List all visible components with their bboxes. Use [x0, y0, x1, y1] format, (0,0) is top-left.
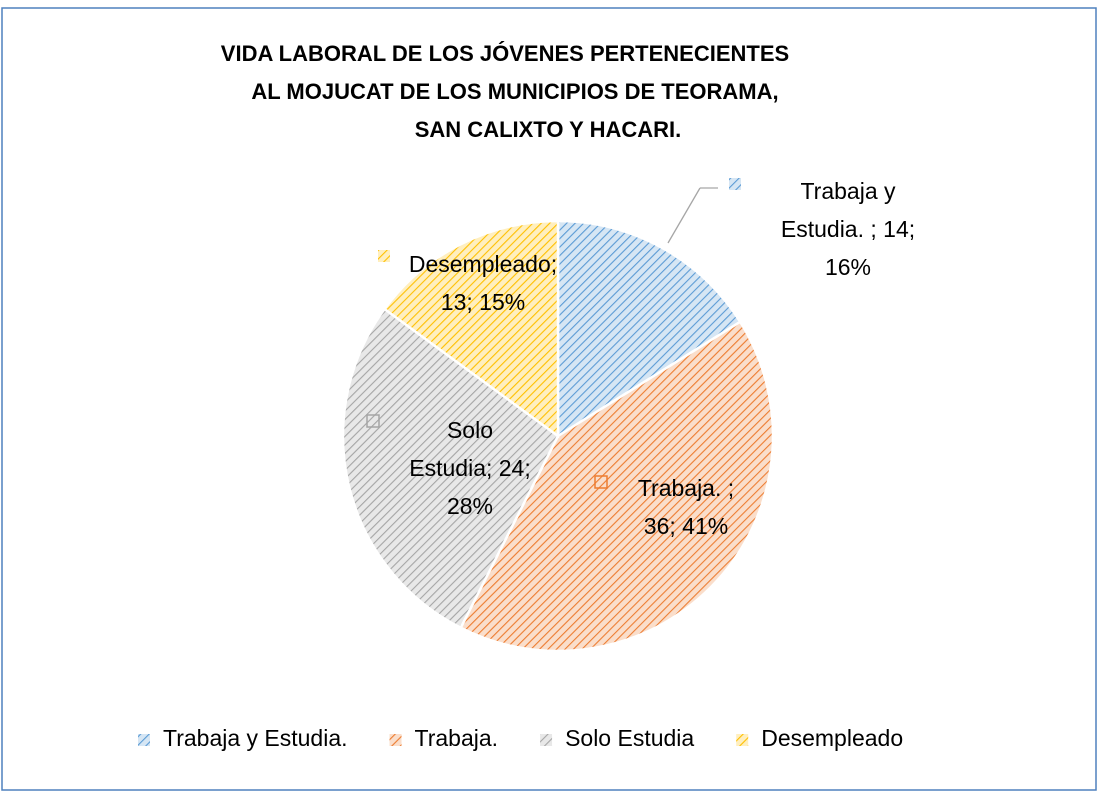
legend-key — [138, 734, 150, 746]
label-key — [366, 414, 380, 428]
label-key — [729, 178, 741, 190]
data-label: 28% — [447, 493, 493, 519]
label-key — [594, 475, 608, 489]
data-label: Desempleado; — [409, 251, 557, 277]
data-label: 36; 41% — [644, 513, 728, 539]
data-label: 16% — [825, 254, 871, 280]
legend-label: Desempleado — [761, 725, 903, 751]
data-label: Trabaja. ; — [638, 475, 734, 501]
data-label: Solo — [447, 417, 493, 443]
pie-slice — [556, 219, 742, 439]
data-label: Trabaja y — [800, 178, 896, 204]
chart-title: VIDA LABORAL DE LOS JÓVENES PERTENECIENT… — [221, 41, 789, 66]
legend-key — [389, 734, 402, 746]
pie-slice — [382, 219, 560, 439]
legend-label: Trabaja y Estudia. — [163, 725, 348, 751]
leader-line — [667, 187, 701, 244]
pie-slice — [341, 307, 560, 630]
data-label: 13; 15% — [441, 289, 525, 315]
pie-slice — [459, 320, 775, 653]
legend-key — [736, 734, 749, 746]
legend-key — [540, 734, 553, 746]
data-label: Estudia; 24; — [409, 455, 530, 481]
data-label: Estudia. ; 14; — [781, 216, 915, 242]
chart-title: SAN CALIXTO Y HACARI. — [415, 117, 681, 142]
legend-label: Trabaja. — [415, 725, 499, 751]
chart-title: AL MOJUCAT DE LOS MUNICIPIOS DE TEORAMA, — [251, 79, 778, 104]
label-key — [378, 250, 390, 262]
legend-label: Solo Estudia — [565, 725, 694, 751]
